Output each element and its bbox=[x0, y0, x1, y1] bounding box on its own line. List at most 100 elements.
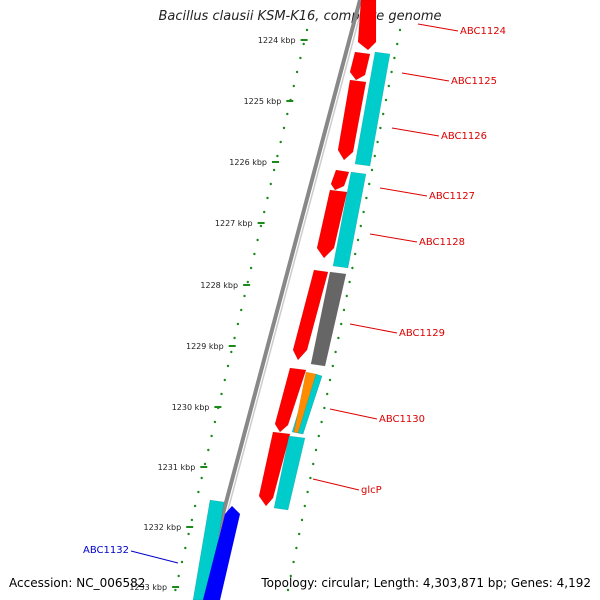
backbone-shadow bbox=[203, 0, 365, 600]
tick-dot bbox=[328, 378, 332, 382]
gene-leader-line bbox=[391, 127, 440, 137]
gene-leader-line bbox=[401, 72, 450, 82]
tick-dot bbox=[337, 336, 340, 340]
tick-dot bbox=[354, 252, 357, 256]
tick-dot bbox=[193, 504, 197, 508]
tick-dot bbox=[334, 350, 337, 354]
tick-dot bbox=[312, 462, 315, 466]
tick-dot bbox=[379, 126, 382, 130]
tick-dot bbox=[213, 420, 217, 424]
tick-dot bbox=[177, 574, 180, 578]
feature-arrow-red bbox=[337, 79, 367, 161]
gene-leader-line bbox=[369, 233, 418, 243]
tick-dot bbox=[207, 448, 210, 452]
tick-dot bbox=[298, 532, 301, 536]
feature-cds bbox=[192, 499, 225, 600]
tick-dot bbox=[326, 392, 329, 396]
tick-dot bbox=[300, 518, 304, 522]
feature-arrow-red bbox=[357, 0, 377, 51]
feature-arrow-red bbox=[258, 431, 291, 507]
gene-label: ABC1129 bbox=[399, 328, 445, 339]
gene-label: ABC1130 bbox=[379, 414, 425, 425]
gene-leader-line bbox=[312, 478, 360, 491]
kbp-tick-label: 1232 kbp bbox=[143, 523, 181, 532]
tick-dot bbox=[305, 28, 309, 32]
tick-dot bbox=[382, 112, 385, 116]
tick-dot bbox=[220, 392, 223, 396]
tick-dot bbox=[263, 210, 266, 214]
tick-dot bbox=[223, 378, 226, 382]
tick-dot bbox=[359, 224, 362, 228]
tick-dot bbox=[303, 504, 306, 508]
feature-cds bbox=[354, 51, 391, 167]
tick-dot bbox=[187, 532, 190, 536]
tick-dot bbox=[236, 322, 240, 326]
tick-dot bbox=[370, 168, 374, 172]
tick-dot bbox=[317, 434, 320, 438]
tick-dot bbox=[190, 518, 194, 522]
tick-dot bbox=[256, 238, 259, 242]
feature-cds bbox=[297, 373, 323, 435]
kbp-tick-label: 1225 kbp bbox=[244, 97, 282, 106]
tick-dot bbox=[384, 98, 388, 102]
feature-arrow-red bbox=[274, 367, 307, 433]
kbp-tick-label: 1226 kbp bbox=[229, 158, 267, 167]
tick-dot bbox=[387, 84, 390, 88]
tick-dot bbox=[306, 490, 309, 494]
accession-text: Accession: NC_006582 bbox=[9, 576, 146, 590]
tick-dot bbox=[272, 168, 276, 172]
tick-dot bbox=[314, 448, 318, 452]
tick-dot bbox=[362, 210, 365, 214]
kbp-tick-label: 1230 kbp bbox=[172, 403, 210, 412]
tick-dot bbox=[398, 28, 402, 32]
gene-leader-line bbox=[417, 23, 459, 32]
kbp-tick-label: 1228 kbp bbox=[200, 281, 238, 290]
tick-dot bbox=[345, 294, 348, 298]
tick-dot bbox=[365, 196, 368, 200]
gene-leader-line bbox=[130, 550, 179, 564]
gene-label: ABC1128 bbox=[419, 237, 465, 248]
tick-dot bbox=[282, 126, 286, 130]
feature-track bbox=[192, 0, 391, 600]
gene-label: ABC1127 bbox=[429, 191, 475, 202]
tick-dot bbox=[295, 70, 299, 74]
gene-label: glcP bbox=[361, 485, 382, 496]
feature-gray bbox=[310, 271, 347, 367]
tick-dot bbox=[393, 56, 396, 60]
tick-dot bbox=[368, 182, 371, 186]
kbp-tick-label: 1233 kbp bbox=[129, 583, 167, 592]
tick-dot bbox=[286, 112, 289, 116]
outer-tick-ring bbox=[286, 28, 402, 592]
tick-dot bbox=[348, 280, 351, 284]
tick-dot bbox=[174, 588, 177, 592]
tick-dot bbox=[259, 224, 263, 228]
kbp-tick-label: 1229 kbp bbox=[186, 342, 224, 351]
tick-dot bbox=[243, 294, 246, 298]
tick-dot bbox=[390, 70, 393, 74]
tick-dot bbox=[276, 154, 279, 158]
tick-dot bbox=[289, 574, 292, 578]
tick-dot bbox=[197, 490, 200, 494]
gene-leader-line bbox=[349, 323, 398, 334]
feature-arrow-red bbox=[349, 51, 371, 81]
tick-dot bbox=[249, 266, 253, 270]
tick-dot bbox=[269, 182, 272, 186]
kbp-tick-label: 1227 kbp bbox=[215, 219, 253, 228]
gene-leader-line bbox=[329, 408, 378, 420]
tick-dot bbox=[299, 56, 302, 60]
tick-dot bbox=[292, 84, 295, 88]
tick-dot bbox=[233, 336, 236, 340]
tick-dot bbox=[302, 42, 305, 46]
kbp-tick-label: 1231 kbp bbox=[158, 463, 196, 472]
feature-arrow-red bbox=[292, 269, 329, 361]
tick-dot bbox=[340, 322, 343, 326]
tick-dot bbox=[373, 154, 376, 158]
tick-dot bbox=[292, 560, 295, 564]
feature-arrow-red bbox=[316, 189, 348, 259]
gene-leader-line bbox=[379, 187, 428, 197]
tick-dot bbox=[342, 308, 346, 312]
tick-dot bbox=[320, 420, 323, 424]
tick-dot bbox=[323, 406, 326, 410]
tick-dot bbox=[200, 476, 203, 480]
